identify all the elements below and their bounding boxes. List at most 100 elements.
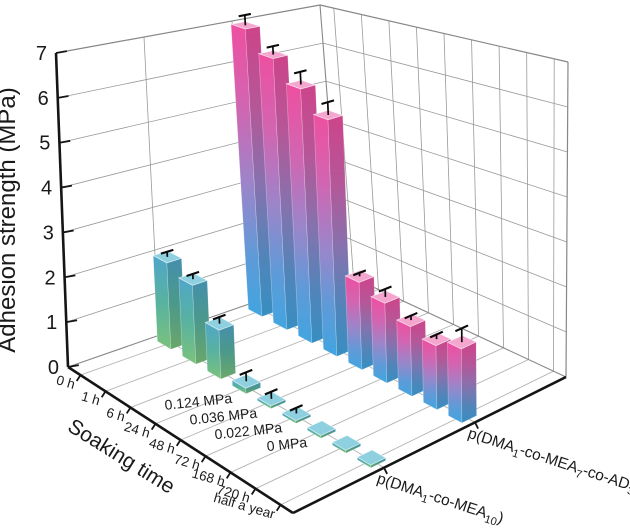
bar-top-face — [257, 50, 290, 60]
y-tick-label: 0 — [48, 357, 59, 379]
time-tick — [75, 374, 82, 382]
y-tick-label: 6 — [38, 88, 49, 110]
right-wall-vgridline — [526, 52, 529, 360]
right-wall-vgridline — [416, 27, 429, 313]
time-tick — [100, 390, 107, 398]
bar-tile — [331, 434, 362, 454]
y-axis — [54, 52, 70, 368]
y-tick — [62, 229, 74, 234]
y-tick — [57, 95, 69, 99]
y-tick — [60, 184, 73, 189]
bar — [312, 99, 352, 357]
error-bar-cap — [321, 99, 335, 105]
series-axis — [292, 375, 567, 515]
floor-gridline — [280, 370, 554, 506]
y-tick-label: 3 — [43, 222, 54, 244]
error-bar-cap — [378, 285, 392, 293]
error-bar-whisker — [326, 102, 330, 116]
y-tick — [64, 274, 76, 279]
bar-top-face — [231, 373, 262, 389]
bar — [177, 270, 211, 365]
bar-tile — [356, 449, 387, 469]
time-tick — [150, 423, 157, 431]
bar-top-face — [230, 21, 260, 30]
error-bar-cap — [264, 388, 278, 396]
time-tick — [250, 488, 257, 496]
bar — [285, 69, 327, 344]
error-bar-cap — [404, 311, 418, 320]
error-bar-cap — [186, 270, 200, 278]
error-bar-cap — [239, 368, 253, 376]
bar-left-face — [421, 338, 438, 411]
bar-top-face — [312, 109, 344, 121]
error-bar-cap — [238, 12, 252, 18]
floor-gridline — [255, 359, 529, 490]
bar — [257, 43, 302, 331]
time-tick — [125, 407, 132, 414]
bar-top-face — [421, 332, 452, 347]
error-bar-cap — [160, 248, 174, 255]
bar-top-face — [356, 449, 387, 466]
error-bar-whisker — [299, 71, 302, 85]
bar-top-face — [331, 434, 362, 451]
left-wall-top-edge — [55, 4, 321, 54]
time-tick-label: 0 h — [55, 372, 77, 392]
y-tick-label: 5 — [39, 133, 50, 155]
error-bar-cap — [289, 404, 303, 412]
error-bar-cap — [454, 324, 469, 333]
time-tick-label: 6 h — [105, 405, 127, 425]
right-wall-vgridline — [388, 20, 404, 302]
bar-top-face — [344, 269, 375, 283]
bar-left-face — [447, 341, 463, 424]
bar — [204, 313, 236, 380]
bar — [370, 285, 402, 384]
time-tick — [175, 439, 182, 447]
bar-right-face — [218, 324, 236, 380]
bar-top-face — [281, 405, 312, 422]
bar-top-face — [370, 290, 401, 304]
bar-left-face — [370, 296, 388, 384]
time-tick-label: 72 h — [172, 451, 201, 473]
bar-right-face — [460, 341, 477, 424]
time-tick-label: 48 h — [147, 435, 176, 457]
right-wall-vgridline — [360, 14, 379, 290]
bar — [395, 311, 427, 397]
series-tick — [474, 421, 479, 429]
error-bar-cap — [293, 69, 307, 75]
value-annotation: 0.124 MPa — [164, 390, 233, 413]
bars-group — [152, 12, 478, 469]
value-annotation: 0.036 MPa — [189, 405, 258, 428]
bar-top-face — [306, 420, 337, 436]
bar-left-face — [205, 321, 222, 380]
right-vertical-edge — [565, 61, 569, 378]
bar — [230, 12, 277, 318]
time-tick — [275, 504, 282, 512]
right-wall-vgridline — [498, 46, 504, 348]
y-axis-title: Adhesion strength (MPa) — [0, 87, 21, 352]
right-wall-vgridline — [471, 39, 479, 337]
bar-tile — [281, 404, 312, 425]
y-tick — [59, 139, 71, 144]
time-tick — [225, 471, 232, 479]
y-tick — [66, 319, 78, 324]
y-tick-label: 2 — [44, 267, 55, 289]
bar-left-face — [396, 319, 413, 397]
bar-top-face — [395, 313, 427, 328]
error-bar-cap — [352, 269, 367, 277]
bar — [446, 324, 478, 424]
y-tick-label: 7 — [36, 43, 47, 65]
y-tick — [67, 364, 79, 368]
y-tick-label: 1 — [46, 312, 57, 334]
bar-tile — [256, 388, 287, 410]
y-tick — [55, 50, 67, 54]
right-wall-vgridline — [443, 33, 454, 325]
error-bar-cap — [212, 313, 226, 321]
time-tick-label: 24 h — [122, 419, 151, 441]
floor-back-edge — [340, 271, 567, 378]
time-tick — [200, 455, 207, 463]
error-bar-whisker — [243, 15, 247, 26]
right-wall-top-edge — [319, 4, 569, 63]
